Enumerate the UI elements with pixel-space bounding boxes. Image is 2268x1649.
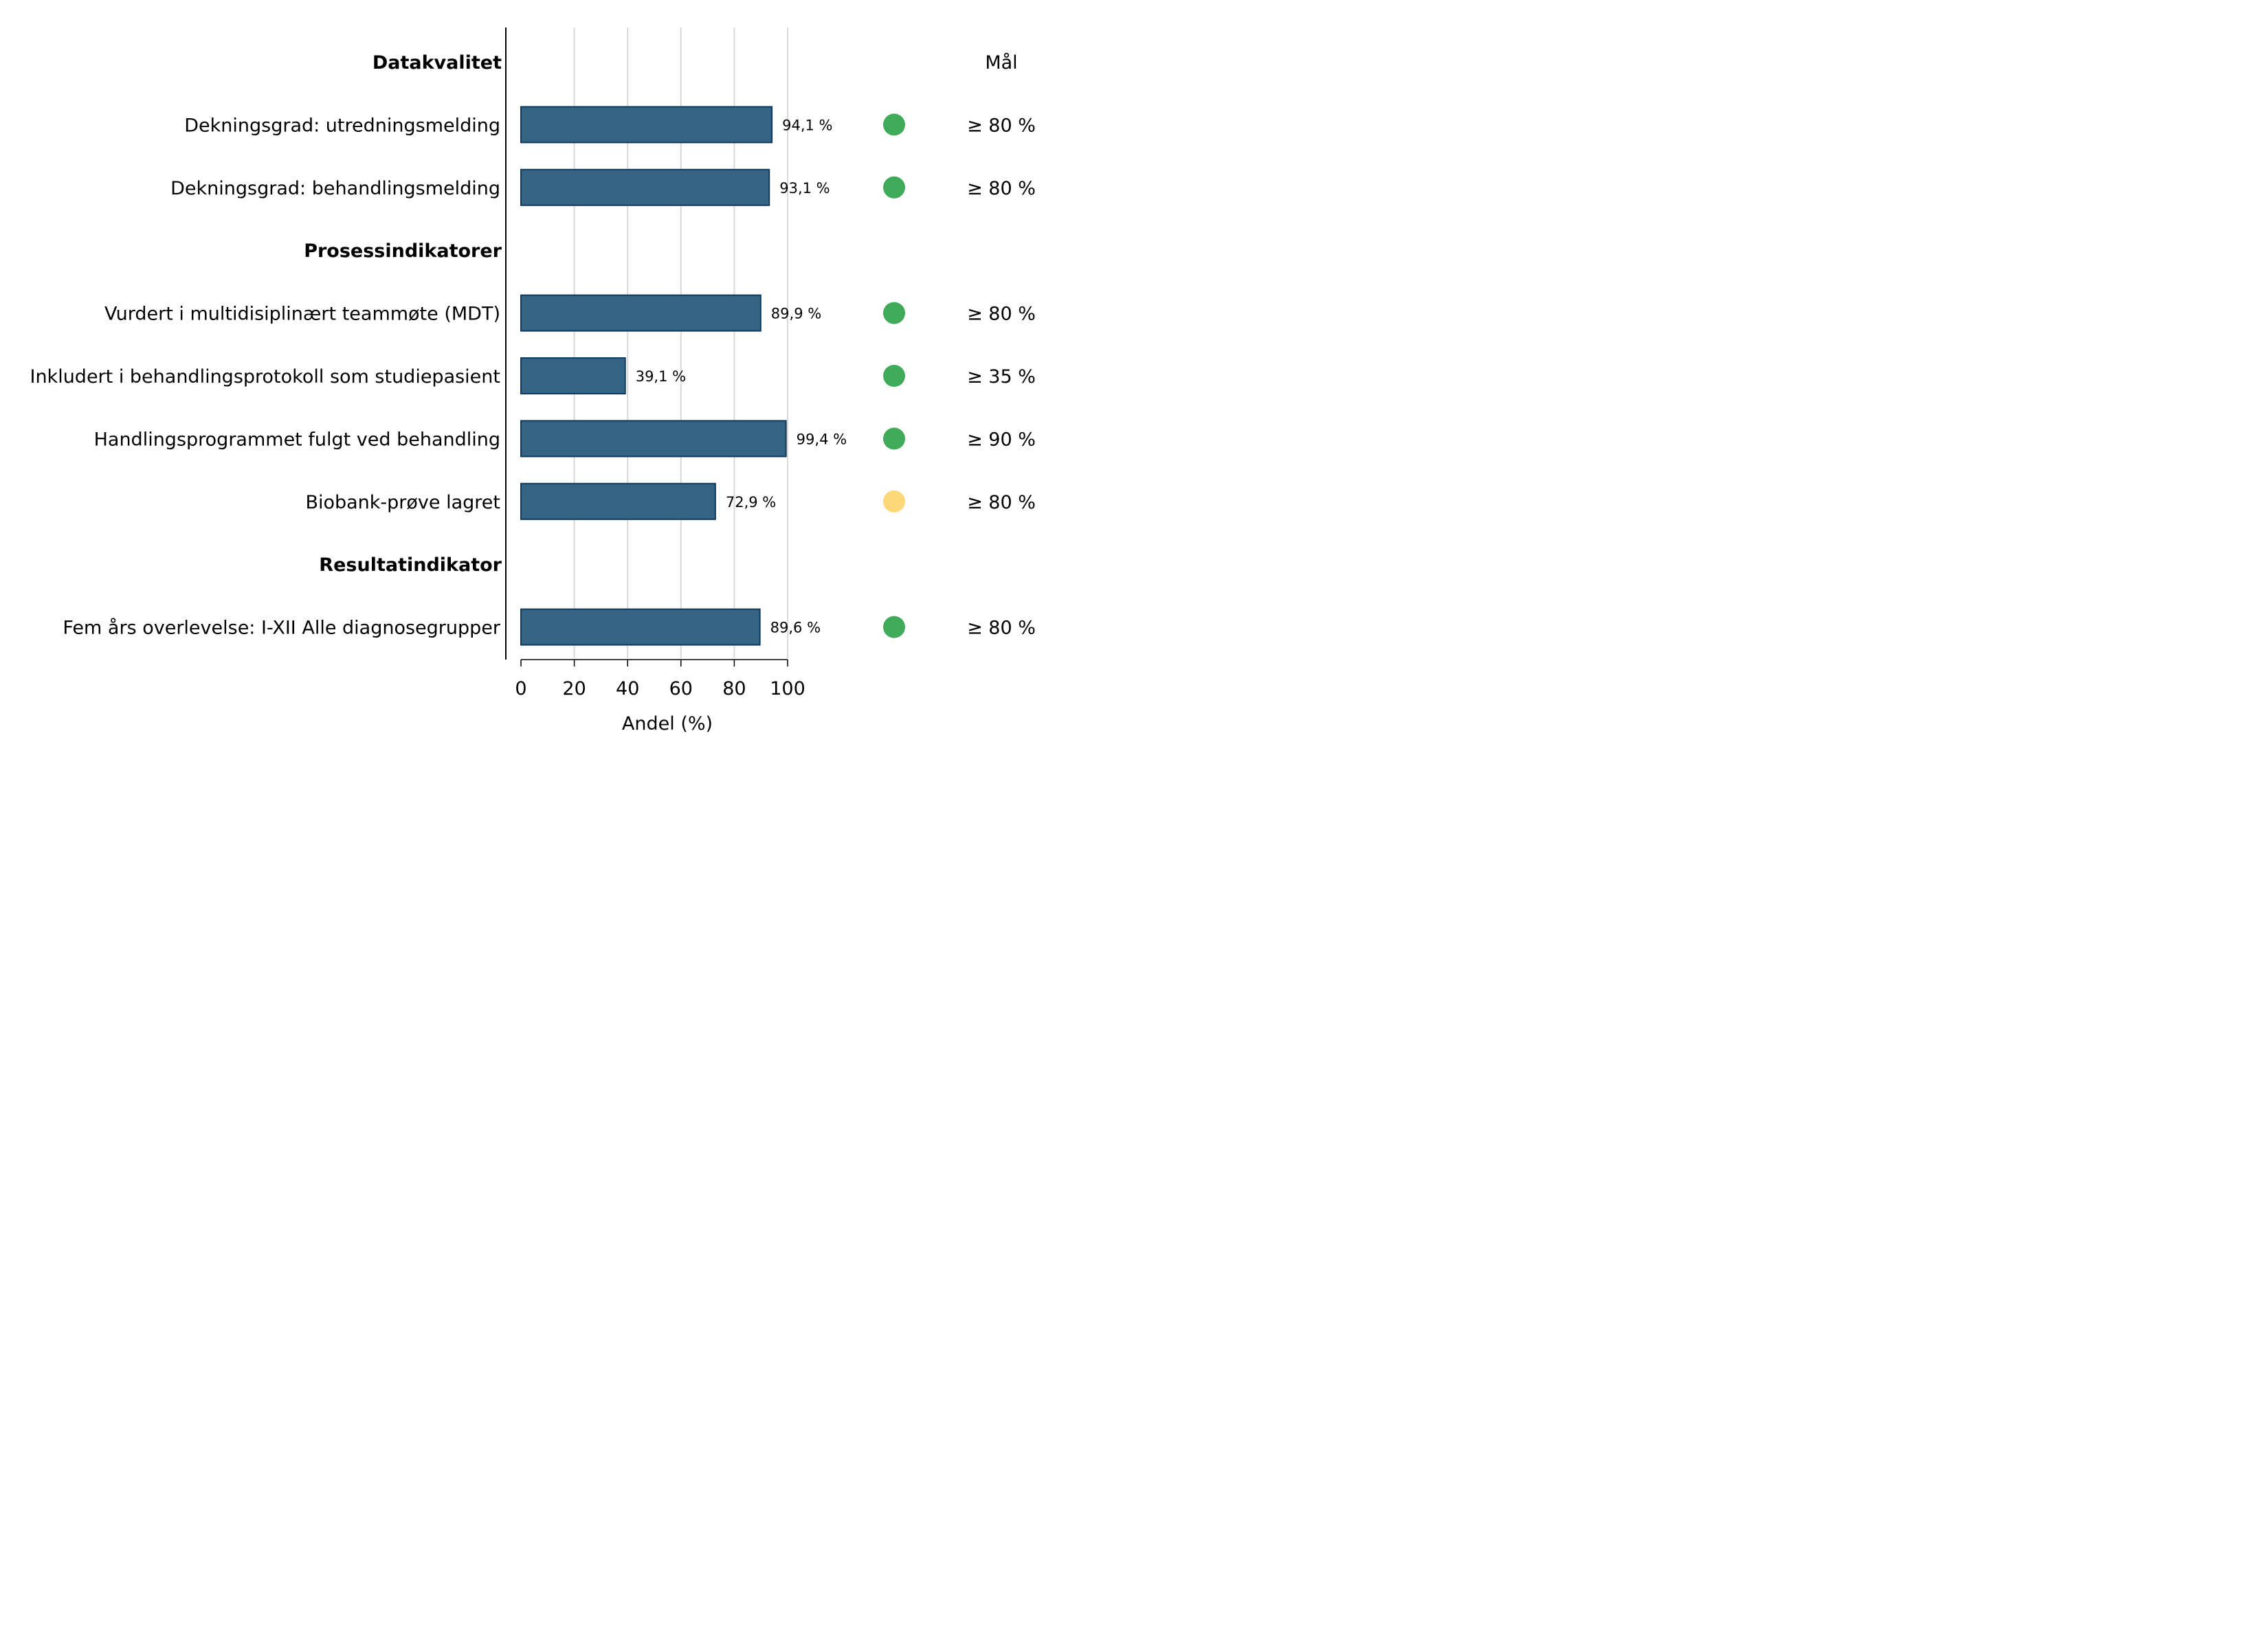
bar-value-label: 94,1 % bbox=[782, 117, 832, 133]
goal-target-label: ≥ 80 % bbox=[967, 618, 1036, 639]
x-tick-label: 100 bbox=[770, 678, 805, 699]
x-tick-label: 20 bbox=[562, 678, 586, 699]
goal-target-label: ≥ 80 % bbox=[967, 115, 1036, 136]
bar bbox=[520, 106, 773, 144]
bar bbox=[520, 294, 761, 332]
status-dot-icon bbox=[883, 365, 905, 387]
x-axis-title: Andel (%) bbox=[622, 713, 713, 734]
bar-value-label: 89,9 % bbox=[771, 306, 821, 322]
section-row: Datakvalitet bbox=[373, 52, 502, 74]
section-heading: Prosessindikatorer bbox=[304, 240, 502, 262]
chart-rows: Datakvalitet Dekningsgrad: utredningsmeld… bbox=[30, 52, 1036, 646]
bar-value-label: 93,1 % bbox=[779, 180, 830, 197]
indicator-label: Fem års overlevelse: I-XII Alle diagnose… bbox=[63, 618, 501, 639]
indicator-row: Inkludert i behandlingsprotokoll som stu… bbox=[30, 357, 1036, 394]
status-dot-icon bbox=[883, 113, 905, 136]
status-dot-icon bbox=[883, 176, 905, 199]
indicator-label: Dekningsgrad: utredningsmelding bbox=[184, 115, 500, 136]
x-tick-label: 80 bbox=[722, 678, 746, 699]
indicator-row: Biobank-prøve lagret 72,9 % ≥ 80 % bbox=[305, 482, 1036, 520]
x-tick-label: 60 bbox=[669, 678, 693, 699]
indicator-row: Dekningsgrad: behandlingsmelding 93,1 % ≥ … bbox=[170, 168, 1036, 206]
indicator-label: Inkludert i behandlingsprotokoll som stu… bbox=[30, 366, 500, 388]
status-dot-icon bbox=[883, 490, 905, 513]
goal-target-label: ≥ 35 % bbox=[967, 366, 1036, 388]
goal-target-label: ≥ 80 % bbox=[967, 492, 1036, 513]
section-row: Prosessindikatorer bbox=[304, 240, 502, 262]
indicator-label: Vurdert i multidisiplinært teammøte (MDT… bbox=[104, 304, 500, 325]
status-dot-icon bbox=[883, 616, 905, 638]
bar bbox=[520, 168, 770, 206]
bar bbox=[520, 482, 716, 520]
bar-value-label: 72,9 % bbox=[726, 494, 776, 511]
status-dot-icon bbox=[883, 427, 905, 450]
goal-column-header: Mål bbox=[985, 52, 1017, 74]
bar bbox=[520, 420, 787, 458]
x-axis: 0 20 40 60 80 100 bbox=[515, 659, 805, 699]
indicator-label: Dekningsgrad: behandlingsmelding bbox=[170, 178, 500, 199]
bar bbox=[520, 608, 761, 646]
indicator-row: Dekningsgrad: utredningsmelding 94,1 % ≥ 8… bbox=[184, 106, 1036, 144]
indicator-label: Handlingsprogrammet fulgt ved behandling bbox=[94, 429, 500, 450]
section-heading: Resultatindikator bbox=[319, 554, 502, 576]
indicator-row: Handlingsprogrammet fulgt ved behandling… bbox=[94, 420, 1036, 458]
indicator-bar-chart: Datakvalitet Dekningsgrad: utredningsmeld… bbox=[30, 27, 1036, 734]
bar-value-label: 89,6 % bbox=[770, 620, 821, 636]
section-heading: Datakvalitet bbox=[373, 52, 502, 74]
section-row: Resultatindikator bbox=[319, 554, 502, 576]
bar bbox=[520, 357, 626, 394]
bar-value-label: 39,1 % bbox=[636, 368, 686, 385]
indicator-row: Fem års overlevelse: I-XII Alle diagnose… bbox=[63, 608, 1036, 646]
x-tick-label: 40 bbox=[616, 678, 639, 699]
indicator-label: Biobank-prøve lagret bbox=[305, 492, 500, 513]
goal-target-label: ≥ 80 % bbox=[967, 304, 1036, 325]
x-tick-label: 0 bbox=[515, 678, 526, 699]
goal-target-label: ≥ 80 % bbox=[967, 178, 1036, 199]
bar-value-label: 99,4 % bbox=[797, 431, 847, 447]
status-dot-icon bbox=[883, 302, 905, 324]
goal-target-label: ≥ 90 % bbox=[967, 429, 1036, 450]
indicator-row: Vurdert i multidisiplinært teammøte (MDT… bbox=[104, 294, 1036, 332]
